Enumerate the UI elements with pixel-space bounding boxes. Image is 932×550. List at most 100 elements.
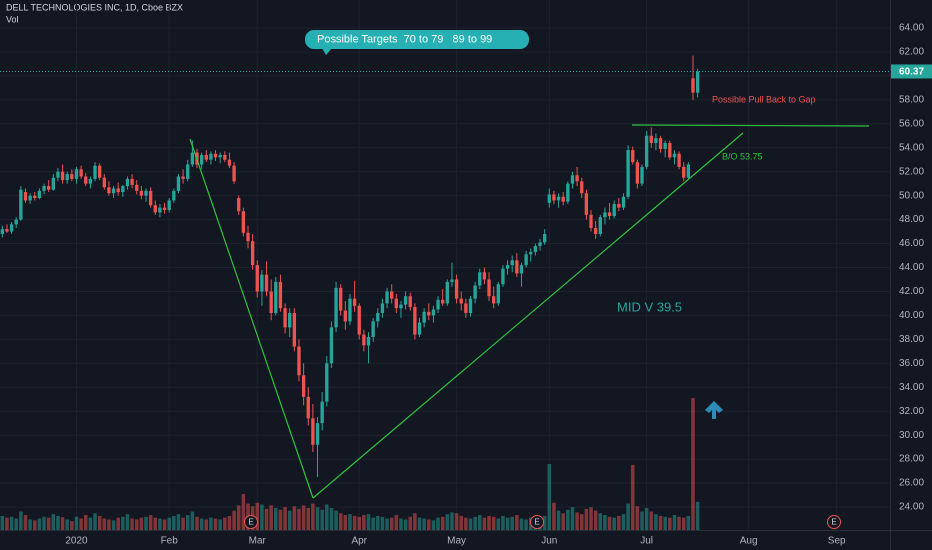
candle-body (362, 334, 366, 346)
candle-body (649, 135, 653, 143)
volume-bar (172, 515, 176, 530)
candle-body (505, 265, 510, 269)
volume-bar (223, 517, 227, 530)
candle-body (482, 272, 487, 280)
volume-bar (630, 464, 635, 530)
candle-body (320, 401, 324, 424)
volume-bar (510, 516, 514, 530)
candle-body (612, 204, 616, 217)
earnings-marker[interactable] (244, 515, 258, 529)
x-tick-label: Sep (828, 536, 846, 547)
volume-bar (199, 518, 204, 530)
candle-body (223, 154, 227, 160)
candle-body (468, 298, 473, 314)
candle-body (348, 298, 352, 322)
candle-body (478, 272, 482, 286)
volume-bar (56, 515, 60, 530)
candle-body (621, 196, 626, 208)
volume-bar (658, 515, 663, 530)
volume-bar (357, 516, 362, 530)
candle-body (598, 217, 602, 234)
candle-body (292, 313, 297, 347)
volume-bar (542, 515, 547, 530)
candle-body (427, 311, 431, 316)
x-tick-label: Apr (351, 536, 367, 547)
candle-body (357, 305, 361, 335)
volume-bar (19, 511, 23, 530)
candle-body (445, 281, 449, 304)
candle-body (607, 212, 612, 217)
y-tick-label: 32.00 (899, 406, 924, 417)
candle-body (9, 224, 14, 232)
volume-bar (519, 518, 524, 530)
candle-body (283, 308, 287, 328)
candle-body (135, 184, 139, 191)
trend-line (189, 138, 314, 499)
candle-body (74, 169, 79, 179)
volume-bar (473, 516, 477, 530)
candle-body (695, 71, 700, 93)
volume-bar (74, 516, 79, 530)
candle-body (436, 299, 440, 310)
pullback-annotation: Possible Pull Back to Gap (712, 94, 816, 104)
volume-bar (464, 517, 468, 530)
candle-body (56, 171, 60, 178)
candle-body (209, 153, 213, 160)
candle-body (190, 152, 195, 165)
earnings-marker[interactable] (827, 515, 841, 529)
candle-body (640, 166, 644, 184)
volume-bar (436, 517, 440, 530)
volume-bar (496, 518, 501, 530)
volume-bar (325, 504, 329, 530)
candle-body (227, 159, 232, 166)
volume-bar (621, 514, 626, 530)
volume-bar (51, 514, 56, 530)
y-tick-label: 62.00 (899, 47, 924, 58)
volume-bar (677, 516, 681, 530)
earnings-marker[interactable] (530, 515, 544, 529)
volume-bar (413, 513, 417, 530)
candle-body (97, 165, 102, 178)
callout-pointer (322, 48, 332, 55)
volume-bar (487, 515, 491, 530)
volume-bar (176, 514, 181, 530)
volume-bar (144, 516, 148, 530)
candle-body (561, 196, 565, 202)
volume-bar (79, 518, 83, 530)
volume-bar (598, 513, 603, 530)
breakout-line (631, 124, 870, 127)
chart-title: DELL TECHNOLOGIES INC, 1D, Cboe BZX (6, 2, 183, 12)
volume-bar (158, 518, 162, 530)
volume-bar (116, 517, 120, 530)
volume-bar (209, 517, 213, 530)
y-tick-label: 52.00 (899, 166, 924, 177)
volume-label: Vol (6, 14, 19, 24)
volume-bar (524, 519, 528, 530)
volume-bar (362, 515, 366, 530)
candle-body (93, 165, 97, 179)
candle-body (199, 154, 204, 165)
candle-body (278, 281, 283, 309)
volume-bar (70, 521, 74, 530)
candle-body (644, 135, 649, 167)
candle-body (413, 307, 417, 335)
candle-body (682, 166, 686, 178)
volume-bar (607, 516, 612, 530)
volume-bar (617, 515, 621, 530)
candle-body (14, 219, 18, 225)
candle-body (301, 375, 306, 397)
targets-annotation: Possible Targets 70 to 79 89 to 99 (317, 33, 492, 45)
volume-bar (125, 514, 130, 530)
volume-bar (459, 515, 463, 530)
volume-bar (403, 519, 408, 530)
volume-bar (399, 518, 403, 530)
volume-bar (552, 502, 556, 530)
candle-body (672, 153, 677, 158)
candle-body (250, 241, 255, 266)
breakout-annotation: B/O 53.75 (722, 151, 763, 161)
volume-bar (566, 509, 570, 530)
candle-body (668, 142, 672, 158)
volume-bar (654, 514, 658, 530)
candle-body (297, 346, 301, 376)
candle-body (408, 296, 412, 308)
